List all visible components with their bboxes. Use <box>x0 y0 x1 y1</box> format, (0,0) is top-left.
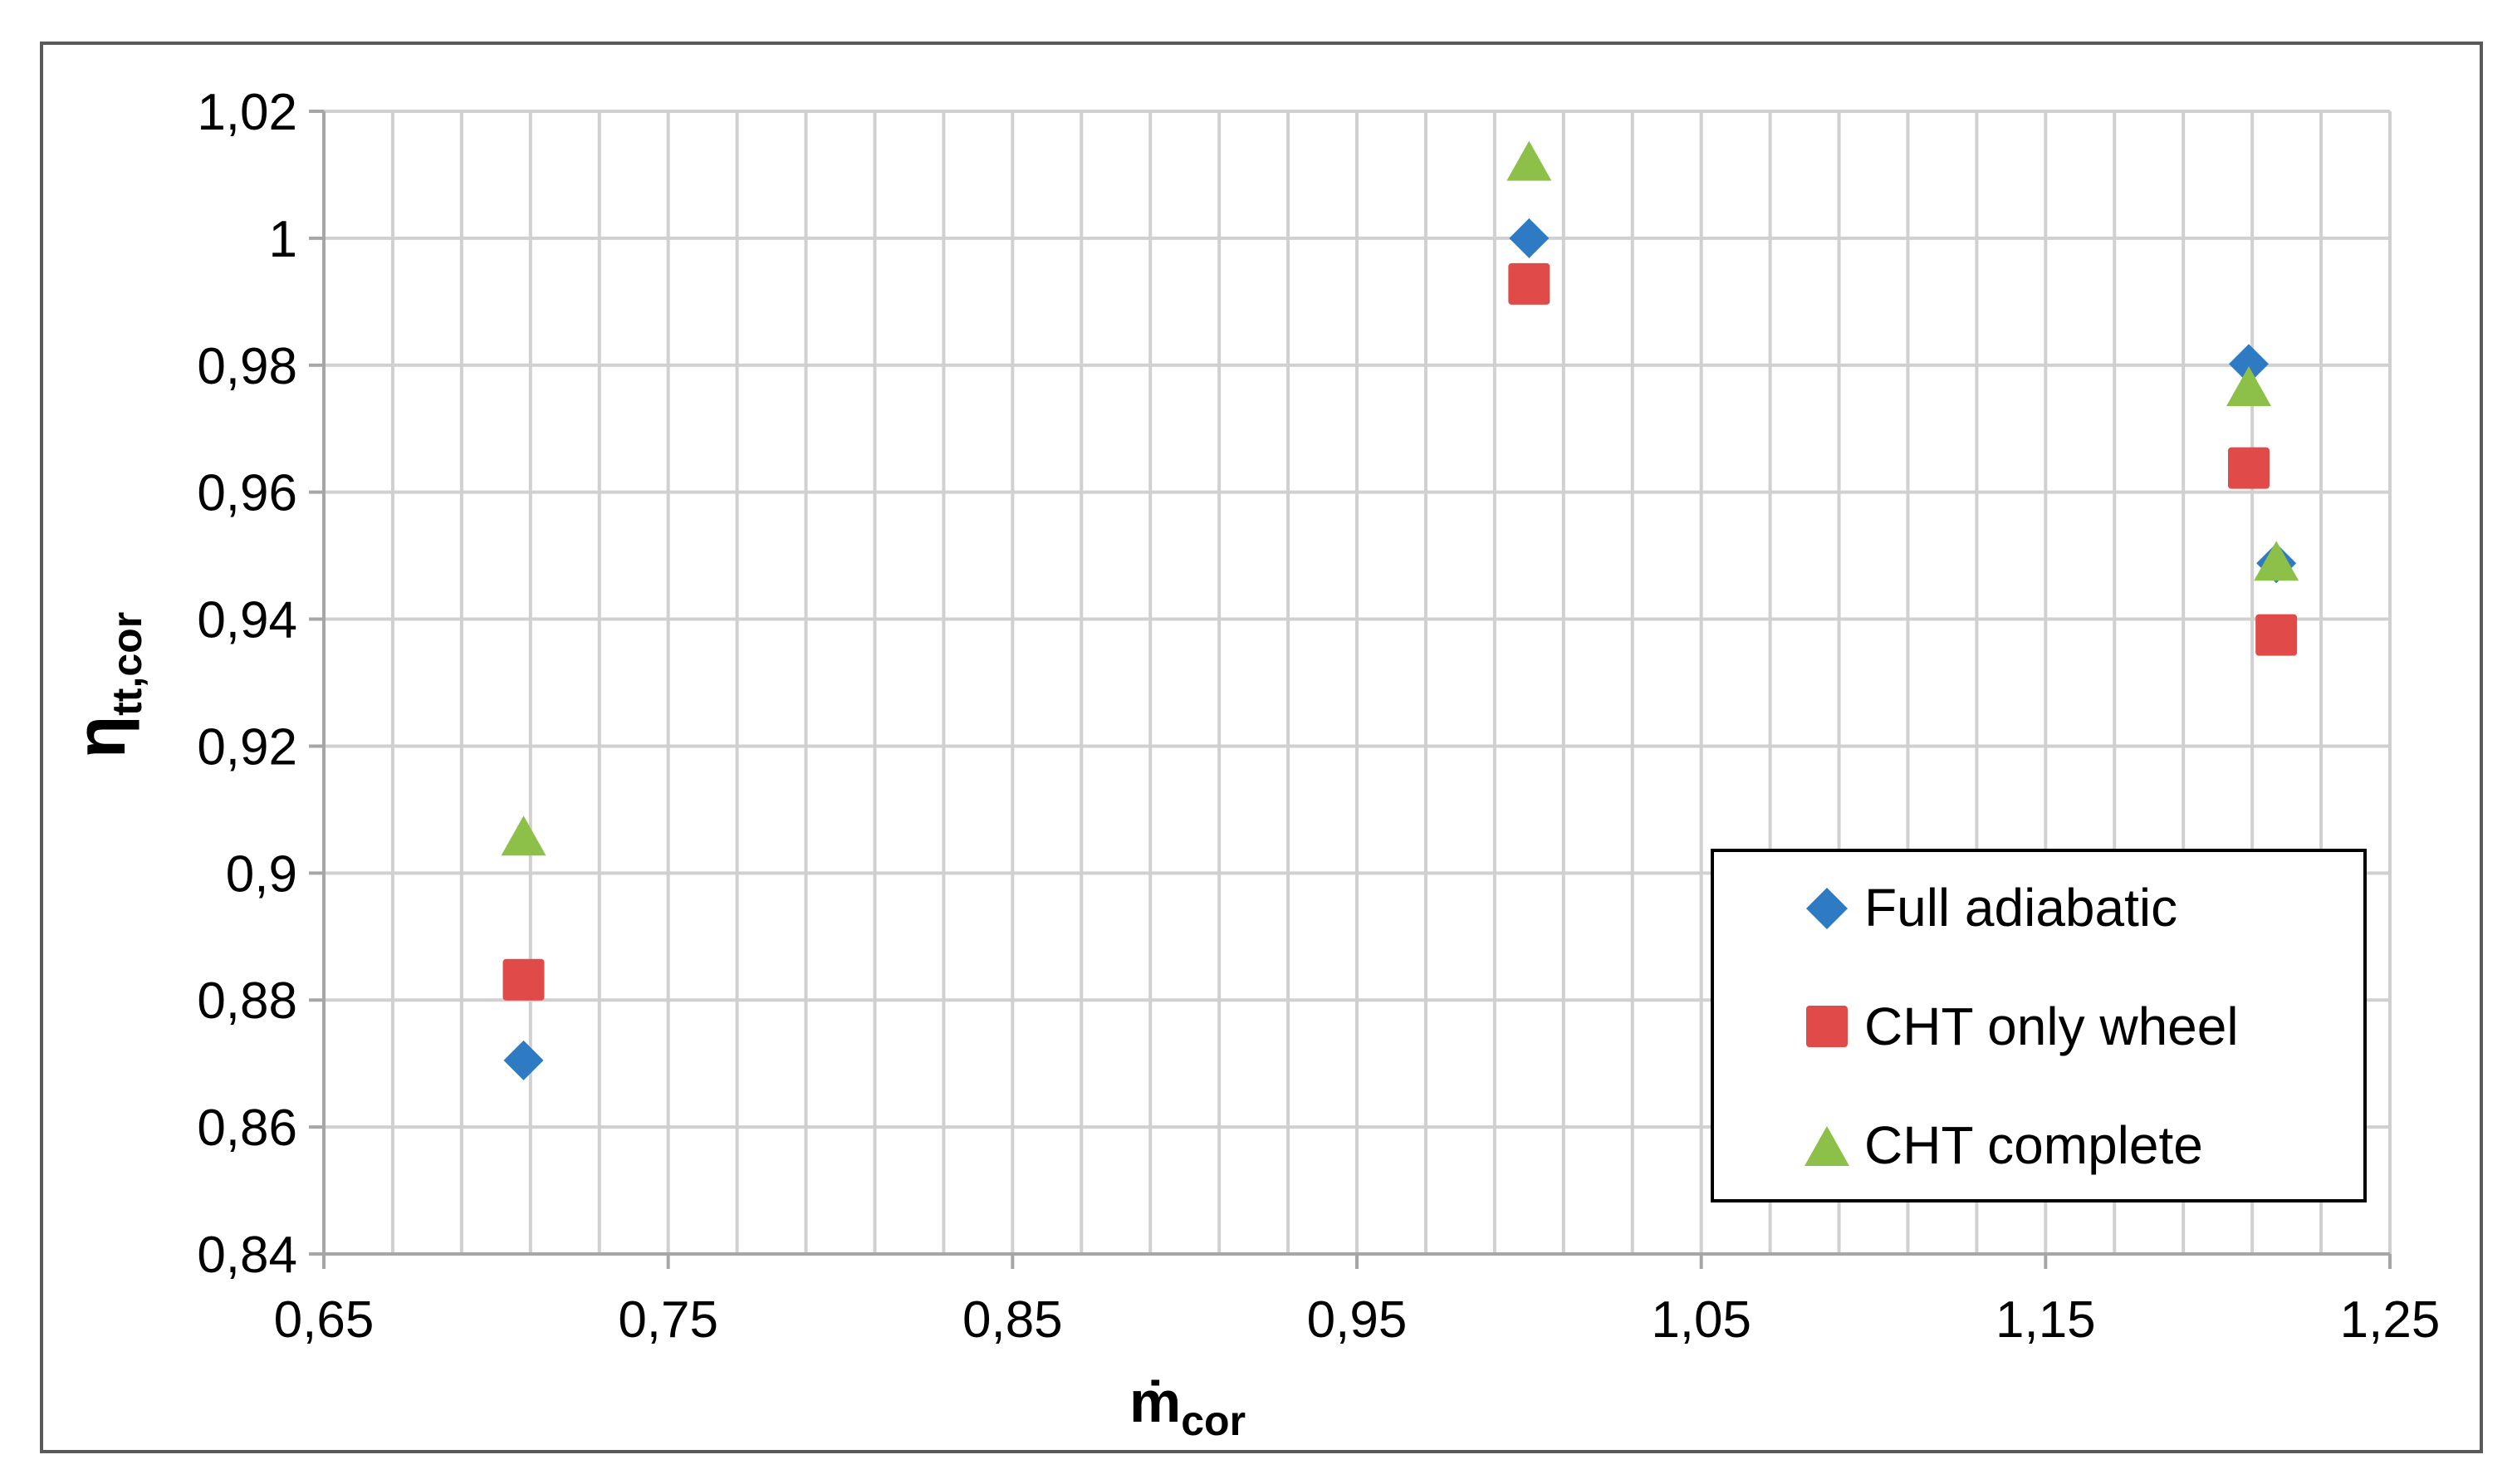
y-tick-label: 0,86 <box>197 1100 297 1157</box>
y-tick-label: 0,96 <box>197 465 297 522</box>
x-tick-label: 1,05 <box>1651 1291 1751 1349</box>
y-tick-label: 1,02 <box>197 84 297 141</box>
legend-triangle-icon <box>1805 1126 1849 1166</box>
legend-item-cht-only-wheel: CHT only wheel <box>1806 997 2239 1056</box>
data-point-square <box>502 958 545 1001</box>
y-axis-title: ηtt,cor <box>61 612 150 758</box>
data-point-diamond <box>503 1040 544 1080</box>
axes <box>309 110 2392 1269</box>
y-tick-label: 0,92 <box>197 718 297 776</box>
data-point-square <box>2227 447 2270 489</box>
svg-text:ηtt,cor: ηtt,cor <box>61 612 150 758</box>
y-tick-label: 0,9 <box>226 845 297 903</box>
y-tick-label: 0,84 <box>197 1227 297 1284</box>
legend-label: CHT complete <box>1864 1115 2203 1175</box>
y-tick-label: 0,94 <box>197 592 297 649</box>
legend-item-full-adiabatic: Full adiabatic <box>1806 878 2177 938</box>
legend-square-icon <box>1806 1006 1848 1047</box>
y-tick-label: 1 <box>269 211 297 268</box>
tick-labels: 0,84 0,86 0,88 0,9 0,92 0,94 0,96 0,98 1 1,02 0,65… <box>197 84 2440 1349</box>
data-point-triangle <box>2226 366 2271 407</box>
legend: Full adiabatic CHT only wheel CHT comple… <box>1711 849 2367 1202</box>
x-tick-label: 0,95 <box>1307 1291 1408 1349</box>
x-axis-title: ṁcor <box>1129 1369 1246 1444</box>
data-points <box>501 140 2299 1080</box>
data-point-square <box>2255 614 2298 656</box>
data-point-diamond <box>2228 344 2269 384</box>
legend-label: Full adiabatic <box>1864 878 2177 938</box>
data-point-triangle <box>1506 140 1552 181</box>
x-axis-title-main: ṁ <box>1129 1369 1181 1434</box>
data-point-square <box>1508 262 1550 305</box>
y-tick-label: 0,98 <box>197 338 297 395</box>
data-point-diamond <box>1509 218 1550 258</box>
x-axis-title-sub: cor <box>1181 1398 1246 1444</box>
x-tick-label: 1,15 <box>1995 1291 2096 1349</box>
data-point-triangle <box>2254 541 2299 581</box>
x-tick-label: 1,25 <box>2340 1291 2441 1349</box>
legend-diamond-icon <box>1806 888 1848 929</box>
y-axis-title-sub: tt,cor <box>104 612 150 716</box>
x-tick-label: 0,65 <box>274 1291 375 1349</box>
y-axis-title-main: η <box>61 716 140 758</box>
x-tick-label: 0,75 <box>618 1291 718 1349</box>
legend-label: CHT only wheel <box>1864 997 2239 1056</box>
x-tick-label: 0,85 <box>962 1291 1063 1349</box>
y-tick-label: 0,88 <box>197 972 297 1030</box>
data-point-triangle <box>501 815 546 856</box>
legend-item-cht-complete: CHT complete <box>1805 1115 2203 1175</box>
